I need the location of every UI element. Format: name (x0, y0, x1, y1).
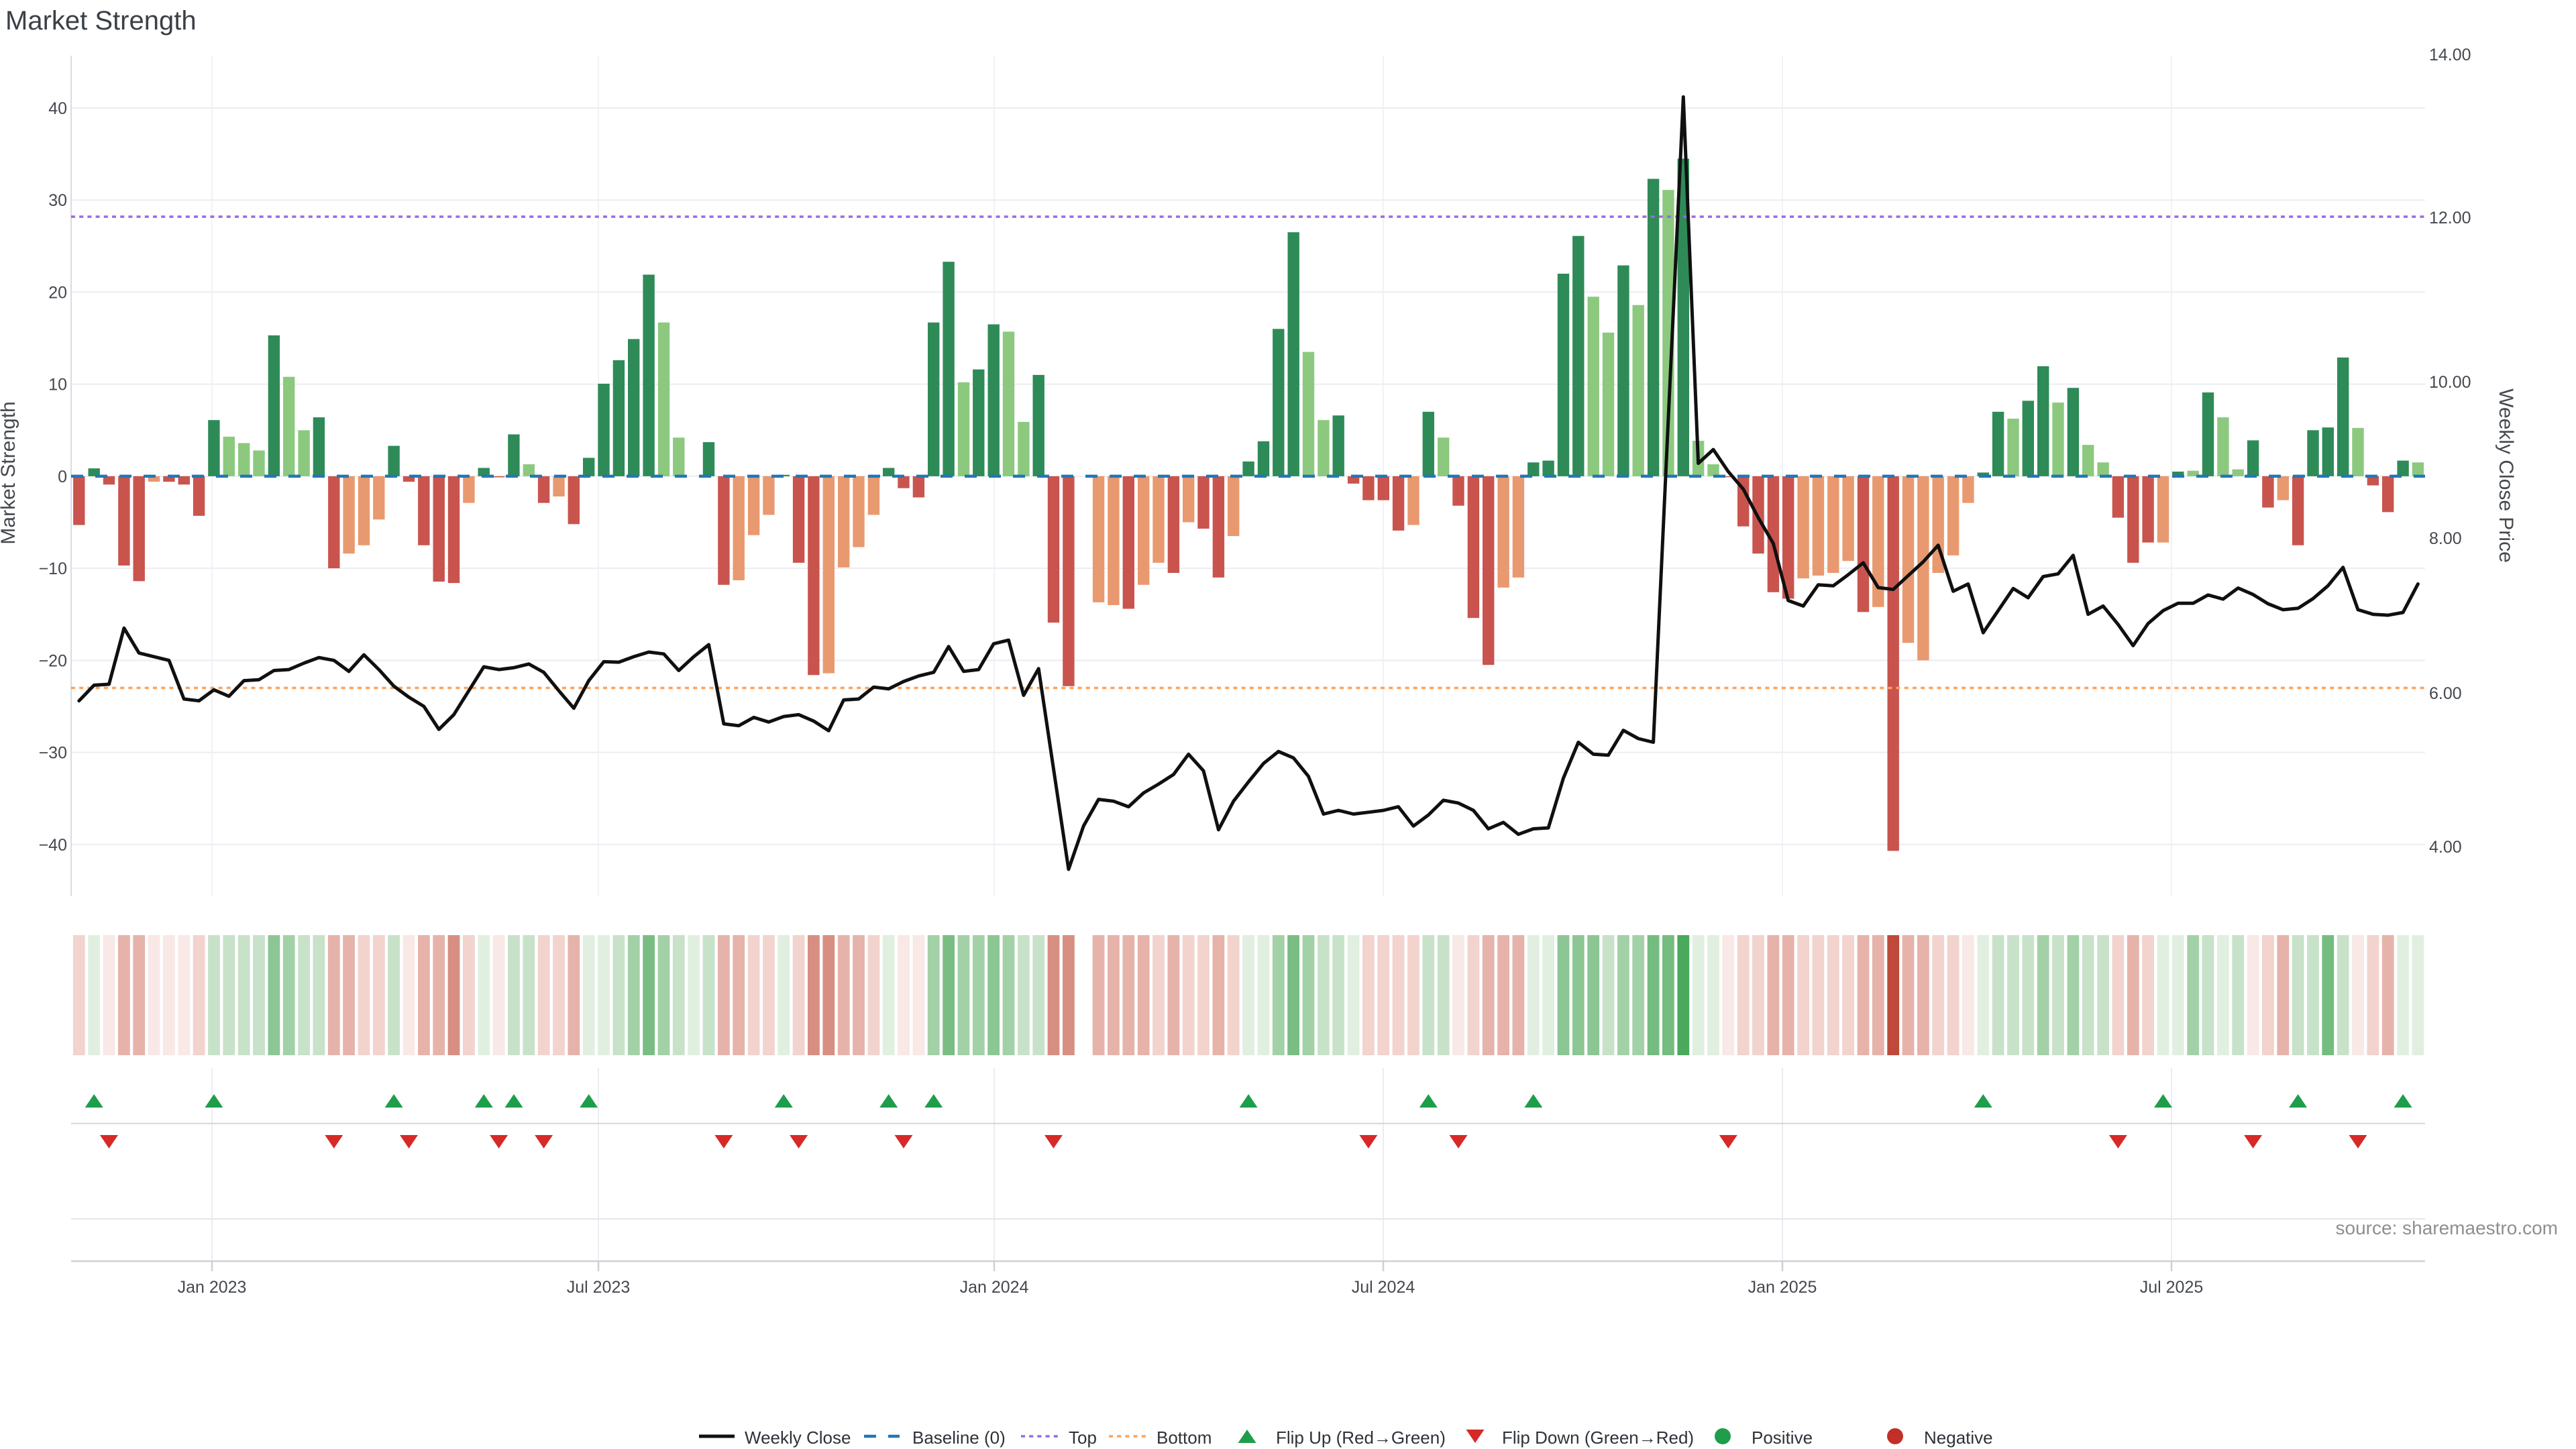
svg-text:Flip Down (Green→Red): Flip Down (Green→Red) (1502, 1428, 1694, 1448)
svg-text:8.00: 8.00 (2429, 529, 2462, 548)
svg-text:0: 0 (58, 468, 67, 486)
svg-text:Weekly Close: Weekly Close (745, 1428, 851, 1448)
svg-text:Weekly Close Price: Weekly Close Price (2495, 388, 2517, 563)
svg-text:6.00: 6.00 (2429, 684, 2462, 703)
svg-text:−30: −30 (39, 744, 67, 763)
svg-text:−10: −10 (39, 559, 67, 578)
svg-text:4.00: 4.00 (2429, 838, 2462, 857)
svg-text:−20: −20 (39, 651, 67, 670)
svg-text:14.00: 14.00 (2429, 46, 2471, 64)
svg-text:Jan 2024: Jan 2024 (960, 1278, 1029, 1297)
svg-text:Jul 2024: Jul 2024 (1352, 1278, 1415, 1297)
svg-text:Negative: Negative (1924, 1428, 1993, 1448)
svg-text:−40: −40 (39, 836, 67, 855)
svg-text:Market Strength: Market Strength (0, 401, 19, 544)
svg-text:Top: Top (1069, 1428, 1097, 1448)
svg-text:10: 10 (48, 376, 67, 394)
svg-text:12.00: 12.00 (2429, 209, 2471, 227)
svg-text:Jan 2023: Jan 2023 (178, 1278, 247, 1297)
svg-text:Jul 2025: Jul 2025 (2140, 1278, 2204, 1297)
svg-text:Jan 2025: Jan 2025 (1748, 1278, 1817, 1297)
svg-text:source: sharemaestro.com: source: sharemaestro.com (2336, 1218, 2558, 1238)
svg-text:Flip Up (Red→Green): Flip Up (Red→Green) (1276, 1428, 1446, 1448)
svg-text:40: 40 (48, 99, 67, 118)
svg-text:30: 30 (48, 191, 67, 210)
svg-text:Market Strength: Market Strength (5, 6, 197, 36)
svg-text:10.00: 10.00 (2429, 373, 2471, 392)
svg-text:Jul 2023: Jul 2023 (567, 1278, 631, 1297)
svg-text:Bottom: Bottom (1157, 1428, 1212, 1448)
svg-text:20: 20 (48, 283, 67, 302)
svg-text:Baseline (0): Baseline (0) (912, 1428, 1006, 1448)
svg-text:Positive: Positive (1752, 1428, 1813, 1448)
